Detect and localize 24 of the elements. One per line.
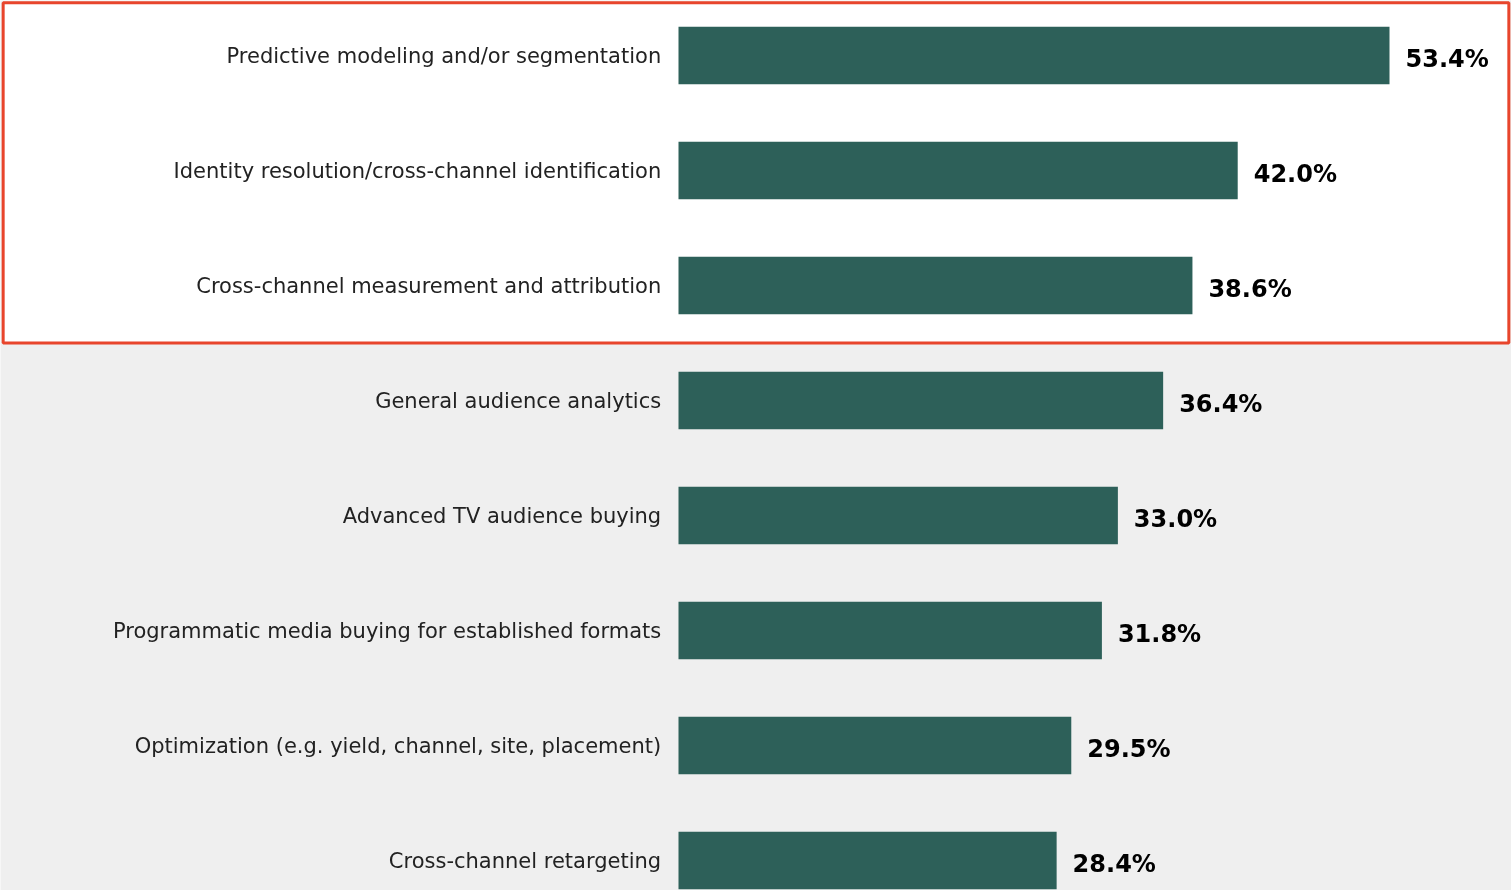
data-label: 53.4% — [1405, 44, 1489, 73]
bar — [678, 486, 1118, 545]
data-label: 33.0% — [1133, 504, 1218, 533]
y-tick-label: Programmatic media buying for established formats — [112, 618, 662, 643]
y-tick-label: Cross-channel measurement and attribution — [196, 273, 662, 298]
data-label: 29.5% — [1087, 734, 1171, 763]
bar — [678, 601, 1102, 660]
bar — [678, 716, 1072, 775]
bar — [678, 141, 1238, 200]
data-label: 31.8% — [1117, 619, 1202, 648]
bar — [678, 831, 1057, 890]
y-tick-label: General audience analytics — [375, 388, 662, 413]
bar — [678, 371, 1164, 430]
data-label: 38.6% — [1208, 274, 1292, 303]
y-tick-label: Advanced TV audience buying — [342, 503, 662, 528]
y-tick-label: Identity resolution/cross-channel identification — [173, 158, 662, 183]
y-tick-label: Cross-channel retargeting — [388, 848, 662, 873]
y-tick-label: Optimization (e.g. yield, channel, site, placement) — [134, 733, 662, 758]
bar — [678, 256, 1193, 315]
data-label: 42.0% — [1253, 159, 1337, 188]
data-label: 36.4% — [1179, 389, 1263, 418]
bar — [678, 26, 1390, 85]
data-label: 28.4% — [1072, 849, 1156, 878]
y-tick-label: Predictive modeling and/or segmentation — [226, 43, 662, 68]
